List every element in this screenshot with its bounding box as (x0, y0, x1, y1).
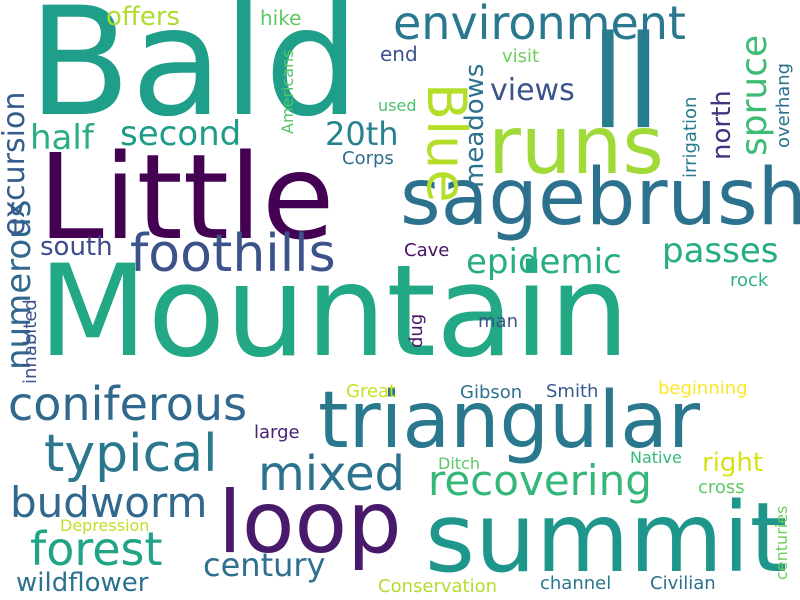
word-dug: dug (406, 313, 427, 348)
word-half: half (30, 118, 94, 158)
word-depression: Depression (60, 516, 150, 535)
word-wildflower: wildflower (16, 568, 149, 598)
word-epidemic: epidemic (466, 242, 622, 282)
word-ll: ll (590, 9, 662, 158)
word-excursion: excursion (0, 91, 32, 236)
word-offers: offers (106, 2, 181, 32)
word-centuries: centuries (772, 505, 791, 580)
word-overhang: overhang (773, 62, 794, 148)
word-forest: forest (30, 522, 163, 576)
word-typical: typical (44, 424, 218, 484)
word-20th: 20th (325, 115, 399, 153)
word-little: Little (38, 128, 335, 266)
word-corps: Corps (342, 148, 394, 169)
word-spruce: spruce (734, 34, 775, 156)
word-triangular: triangular (318, 376, 701, 466)
word-north: north (707, 90, 737, 160)
word-bald: Bald (28, 0, 360, 150)
word-south: south (40, 232, 113, 262)
word-runs: runs (488, 99, 664, 192)
word-second: second (120, 114, 242, 154)
word-beginning: beginning (658, 378, 748, 399)
word-century: century (203, 546, 326, 584)
word-smith: Smith (546, 381, 599, 402)
word-cross: cross (698, 477, 745, 498)
word-great: Great (346, 381, 397, 402)
word-hike: hike (260, 6, 302, 30)
word-meadows: meadows (460, 63, 490, 188)
word-right: right (702, 448, 764, 478)
word-environment: environment (393, 0, 686, 50)
word-views: views (490, 73, 575, 108)
word-used: used (378, 96, 417, 115)
word-coniferous: coniferous (8, 377, 248, 431)
word-irrigation: irrigation (680, 96, 701, 178)
word-rock: rock (730, 270, 769, 291)
word-recovering: recovering (428, 456, 652, 505)
word-ditch: Ditch (438, 454, 480, 473)
word-native: Native (630, 448, 682, 467)
word-end: end (380, 42, 418, 66)
word-gibson: Gibson (460, 382, 523, 403)
word-civilian: Civilian (650, 573, 716, 594)
word-mixed: mixed (258, 446, 406, 502)
word-passes: passes (662, 231, 779, 271)
word-visit: visit (502, 46, 540, 67)
word-foothills: foothills (130, 224, 336, 284)
word-budworm: budworm (10, 478, 208, 527)
word-conservation: Conservation (378, 576, 498, 597)
word-sagebrush: sagebrush (400, 153, 800, 243)
word-inhabited: inhabited (20, 299, 41, 384)
word-large: large (254, 422, 300, 443)
word-man: man (478, 311, 518, 332)
word-channel: channel (540, 573, 612, 594)
word-mountain: Mountain (38, 237, 630, 385)
word-cave: Cave (404, 240, 450, 261)
word-loop: loop (218, 473, 402, 573)
word-americans: Americans (278, 49, 297, 134)
word-summit: summit (425, 482, 788, 594)
